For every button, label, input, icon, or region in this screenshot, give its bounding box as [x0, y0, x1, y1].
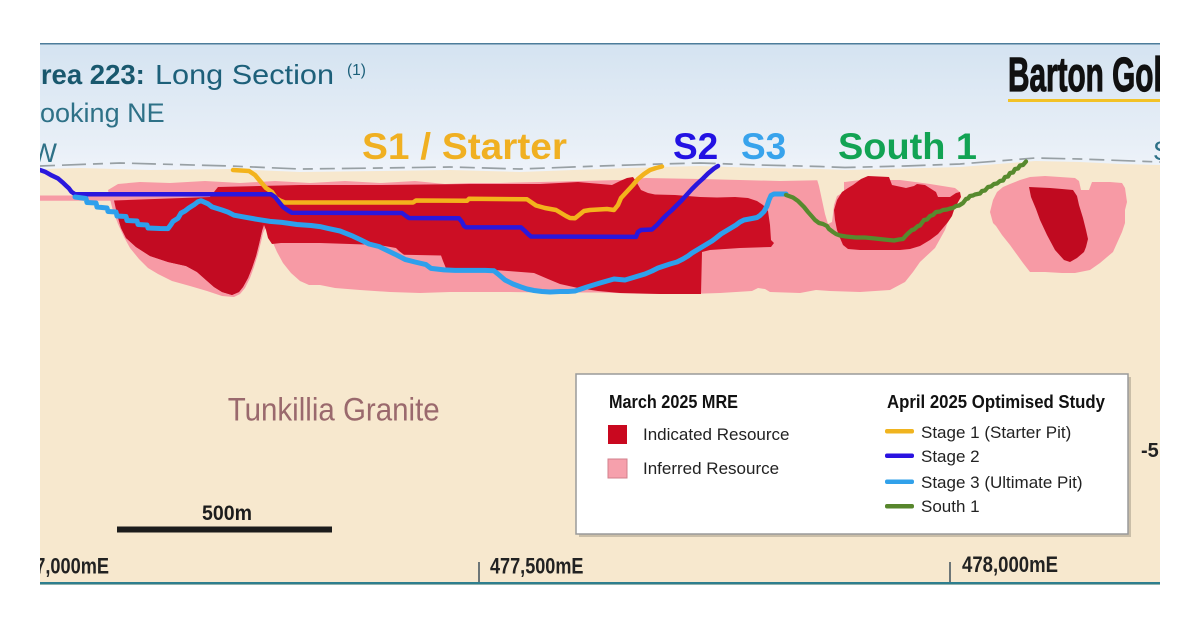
svg-text:500m: 500m — [202, 502, 252, 525]
svg-text:Area 223:: Area 223: — [21, 59, 145, 90]
svg-text:South 1: South 1 — [838, 126, 977, 167]
svg-text:S1 / Starter: S1 / Starter — [362, 126, 567, 167]
svg-text:Barton Gold: Barton Gold — [1008, 49, 1180, 102]
svg-text:S3: S3 — [741, 126, 786, 167]
svg-text:South 1: South 1 — [921, 497, 980, 516]
svg-text:S: S — [1153, 136, 1171, 166]
svg-text:-5: -5 — [1141, 440, 1159, 462]
svg-text:(1): (1) — [347, 62, 366, 79]
svg-text:Inferred Resource: Inferred Resource — [643, 459, 779, 478]
svg-text:S2: S2 — [673, 126, 718, 167]
svg-text:Long Section: Long Section — [155, 59, 334, 90]
svg-text:Stage 3 (Ultimate Pit): Stage 3 (Ultimate Pit) — [921, 473, 1083, 492]
svg-text:Tunkillia Granite: Tunkillia Granite — [228, 391, 440, 427]
svg-text:March 2025 MRE: March 2025 MRE — [609, 391, 738, 412]
svg-text:Looking NE: Looking NE — [25, 98, 165, 128]
svg-text:Indicated Resource: Indicated Resource — [643, 425, 789, 444]
svg-text:477,500mE: 477,500mE — [490, 554, 584, 579]
svg-text:477,000mE: 477,000mE — [15, 554, 109, 579]
svg-text:Stage 1 (Starter Pit): Stage 1 (Starter Pit) — [921, 423, 1071, 442]
svg-text:W: W — [32, 138, 58, 168]
svg-text:Stage 2: Stage 2 — [921, 447, 980, 466]
svg-text:478,000mE: 478,000mE — [962, 552, 1058, 577]
svg-text:April 2025 Optimised Study: April 2025 Optimised Study — [887, 391, 1106, 412]
